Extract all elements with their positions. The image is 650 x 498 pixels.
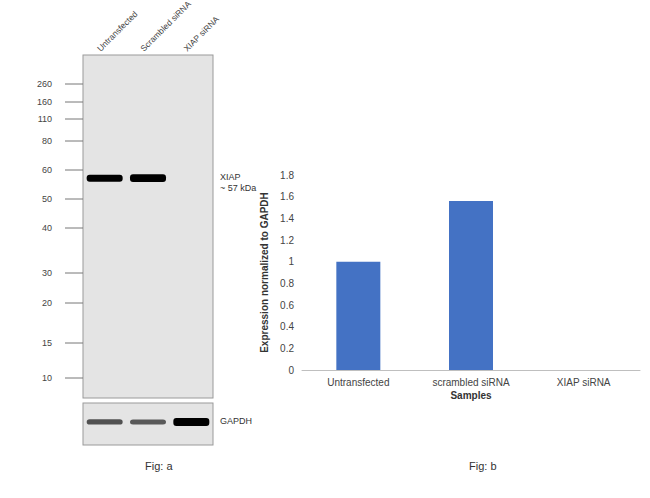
svg-text:scrambled siRNA: scrambled siRNA <box>432 377 510 388</box>
svg-text:0.8: 0.8 <box>280 278 294 289</box>
svg-text:XIAP siRNA: XIAP siRNA <box>182 14 222 54</box>
svg-text:1.6: 1.6 <box>280 191 294 202</box>
svg-text:1.8: 1.8 <box>280 170 294 181</box>
svg-text:110: 110 <box>38 114 52 124</box>
svg-text:XIAP: XIAP <box>220 172 241 182</box>
svg-text:260: 260 <box>37 79 52 89</box>
svg-text:1: 1 <box>288 256 294 267</box>
svg-text:XIAP siRNA: XIAP siRNA <box>557 377 611 388</box>
svg-text:1.2: 1.2 <box>280 235 294 246</box>
svg-text:GAPDH: GAPDH <box>220 416 252 426</box>
svg-text:50: 50 <box>42 194 52 204</box>
svg-text:Samples: Samples <box>450 390 492 401</box>
svg-text:15: 15 <box>42 338 52 348</box>
svg-text:20: 20 <box>42 298 52 308</box>
svg-text:30: 30 <box>42 268 52 278</box>
svg-text:1.4: 1.4 <box>280 213 294 224</box>
svg-text:40: 40 <box>42 223 52 233</box>
svg-text:~ 57 kDa: ~ 57 kDa <box>220 183 256 193</box>
svg-text:0: 0 <box>288 365 294 376</box>
svg-text:Fig: b: Fig: b <box>469 460 497 472</box>
svg-text:Fig: a: Fig: a <box>145 460 173 472</box>
svg-text:Untransfected: Untransfected <box>95 9 140 54</box>
svg-text:0.2: 0.2 <box>280 343 294 354</box>
svg-text:160: 160 <box>37 97 52 107</box>
svg-text:10: 10 <box>42 373 52 383</box>
svg-text:60: 60 <box>42 165 52 175</box>
svg-text:Scrambled siRNA: Scrambled siRNA <box>138 0 193 53</box>
svg-text:Expression normalized to GAPDH: Expression normalized to GAPDH <box>259 192 270 353</box>
svg-text:80: 80 <box>42 136 52 146</box>
svg-text:0.4: 0.4 <box>280 321 294 332</box>
svg-text:0.6: 0.6 <box>280 300 294 311</box>
svg-text:Untransfected: Untransfected <box>327 377 389 388</box>
